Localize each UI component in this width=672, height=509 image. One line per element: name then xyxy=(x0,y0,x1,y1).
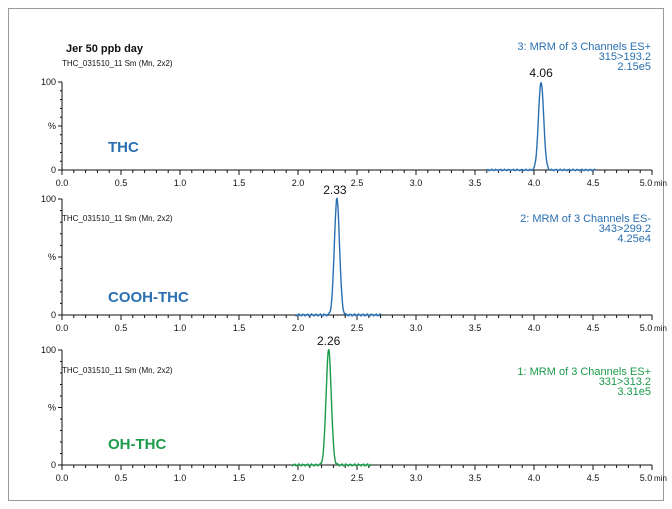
x-tick-label: 0.0 xyxy=(56,323,69,333)
x-tick-label: 1.0 xyxy=(174,178,187,188)
channel-info-3: 3.31e5 xyxy=(617,386,651,398)
x-tick-label: 0.5 xyxy=(115,323,128,333)
x-tick-label: 2.5 xyxy=(351,178,364,188)
channel-info-2: 343>299.2 xyxy=(599,223,651,235)
x-unit-label: min xyxy=(654,474,667,483)
x-tick-label: 5.0 xyxy=(640,323,653,333)
x-tick-label: 1.5 xyxy=(233,323,246,333)
panel-header: THC_031510_11 Sm (Mn, 2x2) xyxy=(62,214,173,223)
y-tick-label-0: 0 xyxy=(51,165,56,175)
compound-label: COOH-THC xyxy=(108,289,189,306)
x-tick-label: 5.0 xyxy=(640,473,653,483)
y-axis-label: % xyxy=(48,252,56,262)
panel-header: THC_031510_11 Sm (Mn, 2x2) xyxy=(62,366,173,375)
x-tick-label: 2.0 xyxy=(292,473,305,483)
x-tick-label: 3.5 xyxy=(469,178,482,188)
x-tick-label: 0.5 xyxy=(115,178,128,188)
trace-line xyxy=(486,81,596,172)
x-tick-label: 1.0 xyxy=(174,473,187,483)
channel-info-1: 3: MRM of 3 Channels ES+ xyxy=(517,41,651,53)
x-tick-label: 4.0 xyxy=(528,473,541,483)
y-axis-label: % xyxy=(48,121,56,131)
channel-info-2: 331>313.2 xyxy=(599,376,651,388)
x-tick-label: 4.5 xyxy=(587,323,600,333)
x-tick-label: 3.0 xyxy=(410,178,423,188)
channel-info-3: 2.15e5 xyxy=(617,61,651,73)
x-unit-label: min xyxy=(654,324,667,333)
chromatogram-frame xyxy=(8,8,664,501)
trace-line xyxy=(291,349,372,467)
y-axis-label: % xyxy=(48,403,56,413)
x-tick-label: 5.0 xyxy=(640,178,653,188)
panel-header: THC_031510_11 Sm (Mn, 2x2) xyxy=(62,59,173,68)
x-tick-label: 0.0 xyxy=(56,178,69,188)
x-tick-label: 4.0 xyxy=(528,178,541,188)
x-tick-label: 1.0 xyxy=(174,323,187,333)
channel-info-1: 2: MRM of 3 Channels ES- xyxy=(520,213,651,225)
y-tick-label-100: 100 xyxy=(41,345,56,355)
x-tick-label: 4.5 xyxy=(587,473,600,483)
channel-info-2: 315>193.2 xyxy=(599,51,651,63)
x-tick-label: 4.5 xyxy=(587,178,600,188)
compound-label: THC xyxy=(108,139,139,156)
panel-2: THC_031510_11 Sm (Mn, 2x2) 2: MRM of 3 Ch… xyxy=(41,183,667,333)
peak-label: 4.06 xyxy=(529,66,553,80)
channel-info-1: 1: MRM of 3 Channels ES+ xyxy=(517,366,651,378)
chart-title: Jer 50 ppb day xyxy=(66,43,144,55)
y-tick-label-0: 0 xyxy=(51,310,56,320)
x-tick-label: 2.0 xyxy=(292,178,305,188)
y-tick-label-100: 100 xyxy=(41,77,56,87)
x-tick-label: 0.0 xyxy=(56,473,69,483)
panel-3: THC_031510_11 Sm (Mn, 2x2) 1: MRM of 3 Ch… xyxy=(41,334,667,483)
trace-line xyxy=(295,197,382,317)
peak-label: 2.33 xyxy=(323,183,347,197)
x-tick-label: 2.0 xyxy=(292,323,305,333)
x-tick-label: 2.5 xyxy=(351,473,364,483)
panel-1: THC_031510_11 Sm (Mn, 2x2) 3: MRM of 3 Ch… xyxy=(41,41,667,188)
y-tick-label-0: 0 xyxy=(51,460,56,470)
x-tick-label: 3.0 xyxy=(410,323,423,333)
x-tick-label: 3.5 xyxy=(469,473,482,483)
x-unit-label: min xyxy=(654,179,667,188)
x-tick-label: 4.0 xyxy=(528,323,541,333)
x-tick-label: 1.5 xyxy=(233,473,246,483)
x-tick-label: 3.5 xyxy=(469,323,482,333)
channel-info-3: 4.25e4 xyxy=(617,233,651,245)
y-tick-label-100: 100 xyxy=(41,194,56,204)
x-tick-label: 0.5 xyxy=(115,473,128,483)
panels: THC_031510_11 Sm (Mn, 2x2) 3: MRM of 3 Ch… xyxy=(41,41,667,483)
x-tick-label: 3.0 xyxy=(410,473,423,483)
x-tick-label: 2.5 xyxy=(351,323,364,333)
peak-label: 2.26 xyxy=(317,334,341,348)
x-tick-label: 1.5 xyxy=(233,178,246,188)
compound-label: OH-THC xyxy=(108,436,166,453)
